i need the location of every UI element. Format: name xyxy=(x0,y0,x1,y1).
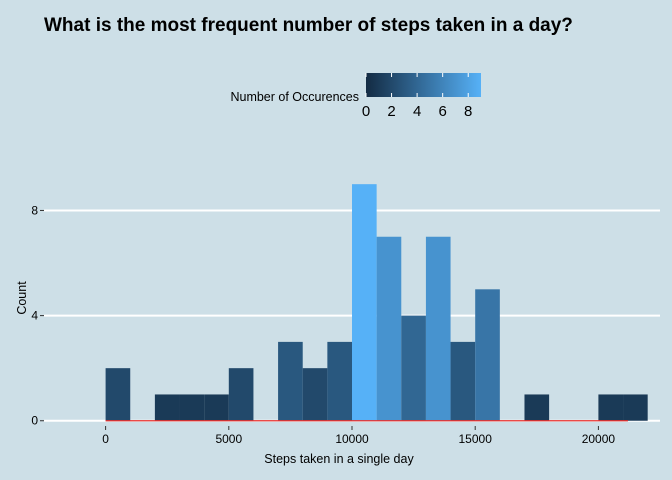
histogram-bar xyxy=(376,236,402,421)
histogram-bar xyxy=(623,394,648,421)
x-axis-label: Steps taken in a single day xyxy=(264,452,414,466)
histogram-bar xyxy=(475,289,500,421)
y-tick-label: 8 xyxy=(31,203,38,217)
histogram-bar xyxy=(450,341,476,421)
legend-tick-label: 0 xyxy=(362,103,370,120)
legend-tick-label: 4 xyxy=(413,103,421,120)
y-tick-label: 0 xyxy=(31,414,38,428)
histogram-bar xyxy=(425,236,451,421)
histogram-bar xyxy=(179,394,205,421)
x-tick-label: 5000 xyxy=(215,432,242,446)
x-tick-label: 0 xyxy=(102,432,109,446)
legend-tick-label: 2 xyxy=(387,103,395,120)
y-axis-label: Count xyxy=(15,281,29,315)
histogram-bar xyxy=(598,394,624,421)
chart-title: What is the most frequent number of step… xyxy=(44,15,573,36)
histogram-bar xyxy=(352,184,377,421)
histogram-bar xyxy=(401,315,426,421)
histogram-bar xyxy=(524,394,550,421)
histogram-bar xyxy=(204,394,229,421)
histogram-bar xyxy=(105,368,131,421)
legend-title: Number of Occurences xyxy=(230,90,359,104)
x-tick-label: 10000 xyxy=(335,432,369,446)
histogram-bar xyxy=(278,341,303,421)
histogram-bar xyxy=(228,368,254,421)
legend-tick-label: 8 xyxy=(464,103,472,120)
histogram-bar xyxy=(154,394,180,421)
x-tick-label: 20000 xyxy=(582,432,616,446)
histogram-bar xyxy=(302,368,328,421)
x-tick-label: 15000 xyxy=(459,432,493,446)
legend-tick-label: 6 xyxy=(438,103,446,120)
y-tick-label: 4 xyxy=(31,309,38,323)
legend-colorbar xyxy=(366,73,481,97)
histogram-bar xyxy=(327,341,352,421)
